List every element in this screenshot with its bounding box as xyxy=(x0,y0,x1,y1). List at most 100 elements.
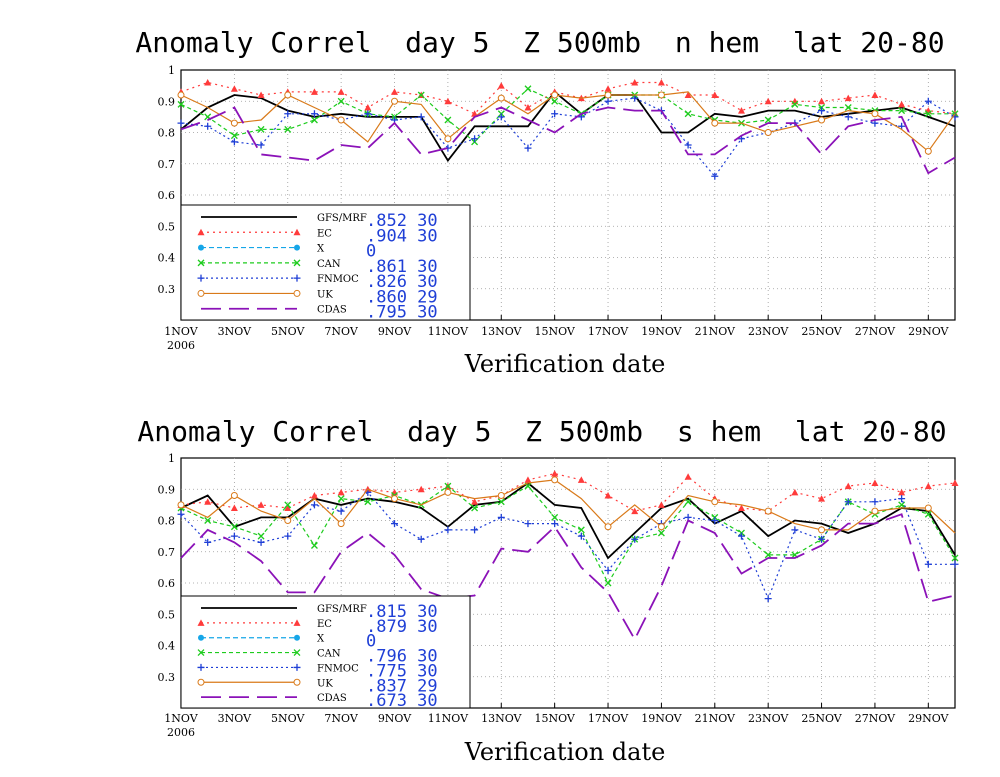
data-point xyxy=(310,492,318,499)
y-tick-label: 1 xyxy=(168,452,175,465)
data-point xyxy=(657,529,665,537)
legend-label: UK xyxy=(317,289,333,300)
series-gfs-mrf xyxy=(180,90,956,163)
x-tick-label: 7NOV xyxy=(324,325,358,338)
y-tick-label: 0.6 xyxy=(158,189,176,202)
data-point xyxy=(364,104,372,111)
legend-marker xyxy=(198,244,204,251)
data-point xyxy=(417,535,425,543)
legend-marker xyxy=(197,678,205,686)
data-point xyxy=(551,476,559,484)
data-point xyxy=(177,119,185,127)
legend-label: CDAS xyxy=(317,693,347,704)
data-point xyxy=(684,91,692,98)
x-tick-year: 2006 xyxy=(167,339,195,352)
data-point xyxy=(818,526,826,534)
data-point xyxy=(391,495,399,503)
legend-label: UK xyxy=(317,678,333,689)
data-point xyxy=(657,523,665,531)
legend-marker xyxy=(197,289,205,297)
data-point xyxy=(604,85,612,92)
x-tick-label: 1NOV xyxy=(164,712,198,725)
data-point xyxy=(898,488,906,496)
data-point xyxy=(657,501,665,508)
data-point xyxy=(337,116,345,124)
data-point xyxy=(604,91,612,99)
data-point xyxy=(684,498,692,506)
data-point xyxy=(924,504,932,512)
x-axis-label: Verification date xyxy=(464,738,666,766)
x-tick-label: 13NOV xyxy=(481,325,522,338)
legend-label: CAN xyxy=(317,649,341,660)
x-tick-label: 3NOV xyxy=(218,325,252,338)
legend-marker xyxy=(198,634,204,641)
series-cdas xyxy=(180,513,956,642)
data-point xyxy=(684,473,692,480)
data-point xyxy=(204,517,212,524)
data-point xyxy=(764,595,772,603)
data-point xyxy=(471,498,479,505)
data-point xyxy=(417,91,425,99)
x-tick-label: 21NOV xyxy=(695,325,736,338)
x-tick-label: 3NOV xyxy=(218,712,252,725)
data-point xyxy=(604,492,612,499)
data-point xyxy=(898,501,906,509)
legend-stat: .852 30 xyxy=(366,211,438,231)
data-point xyxy=(657,79,665,86)
data-point xyxy=(444,135,452,143)
data-point xyxy=(177,510,185,518)
y-tick-label: 0.8 xyxy=(158,127,176,140)
data-point xyxy=(604,567,612,574)
data-point xyxy=(337,495,345,503)
series-line xyxy=(180,91,956,153)
data-point xyxy=(737,107,745,114)
x-tick-label: 23NOV xyxy=(748,712,789,725)
legend-label: CAN xyxy=(317,259,341,270)
legend-marker xyxy=(197,649,205,657)
x-tick-label: 11NOV xyxy=(428,325,469,338)
data-point xyxy=(924,147,932,155)
data-point xyxy=(871,91,879,98)
legend-marker xyxy=(197,274,205,282)
x-tick-label: 7NOV xyxy=(324,712,358,725)
legend-stat: .796 30 xyxy=(366,647,438,667)
y-tick-label: 0.6 xyxy=(158,577,176,590)
data-point xyxy=(497,498,505,506)
x-tick-label: 29NOV xyxy=(908,325,949,338)
legend-stat: .673 30 xyxy=(366,691,438,711)
x-tick-label: 25NOV xyxy=(801,712,842,725)
data-point xyxy=(924,110,932,118)
data-point xyxy=(471,526,479,534)
data-point xyxy=(764,97,772,105)
data-point xyxy=(577,476,585,483)
legend-stat: .879 30 xyxy=(366,617,438,637)
chart-panel-south: Anomaly Correl day 5 Z 500mb s hem lat 2… xyxy=(137,415,959,766)
x-tick-label: 27NOV xyxy=(855,325,896,338)
data-point xyxy=(898,122,906,130)
x-tick-year: 2006 xyxy=(167,726,195,739)
data-point xyxy=(737,504,745,511)
data-point xyxy=(310,88,318,95)
data-point xyxy=(577,526,585,534)
data-point xyxy=(844,498,852,506)
data-point xyxy=(391,520,399,528)
x-tick-label: 1NOV xyxy=(164,325,198,338)
series-cdas xyxy=(180,106,956,175)
chart-title: Anomaly Correl day 5 Z 500mb s hem lat 2… xyxy=(137,415,946,448)
legend-stat: .837 29 xyxy=(366,676,438,696)
data-point xyxy=(497,94,505,102)
data-point xyxy=(871,507,879,515)
series-fnmoc xyxy=(177,488,959,603)
legend-marker xyxy=(293,663,301,671)
data-point xyxy=(337,97,345,105)
data-point xyxy=(551,470,559,477)
legend-label: FNMOC xyxy=(317,663,359,674)
data-point xyxy=(764,129,772,136)
series-line xyxy=(180,472,956,512)
legend-label: CDAS xyxy=(317,305,347,316)
y-tick-label: 0.8 xyxy=(158,515,176,528)
data-point xyxy=(284,504,292,511)
legend-label: X xyxy=(317,634,325,645)
data-point xyxy=(631,94,639,102)
